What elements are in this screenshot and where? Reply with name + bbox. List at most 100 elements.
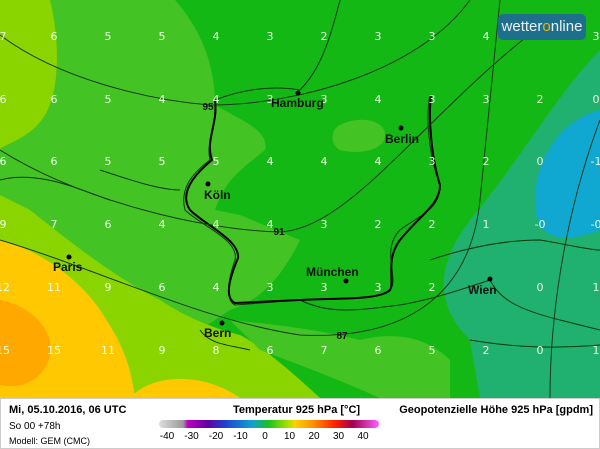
temperature-value: -0 (591, 218, 600, 231)
temperature-value: 4 (213, 93, 220, 106)
temperature-value: 4 (213, 218, 220, 231)
temperature-value: 6 (267, 344, 274, 357)
isoline-label-91: 91 (273, 227, 285, 238)
temperature-value: 3 (267, 93, 274, 106)
city-label-muenchen: München (306, 265, 359, 279)
temp-area-orange (0, 300, 51, 387)
temperature-value: 2 (537, 93, 544, 106)
temperature-value: 6 (159, 281, 166, 294)
temperature-value: 5 (105, 30, 112, 43)
temperature-value: 4 (267, 155, 274, 168)
temperature-value: -1 (591, 155, 600, 168)
temperature-value: 3 (267, 30, 274, 43)
temperature-value: 5 (213, 155, 220, 168)
temperature-value: 5 (105, 155, 112, 168)
temperature-value: 9 (105, 281, 112, 294)
city-dot-hamburg (295, 90, 301, 96)
temperature-value: 2 (429, 281, 436, 294)
temperature-value: 4 (483, 30, 490, 43)
temperature-value: 6 (51, 93, 58, 106)
weather-map: 7 6 5 5 4 3 2 3 3 4 3 6 6 5 4 4 3 3 4 3 3 2 0 6 6 5 5 5 4 4 4 3 2 0 -1 9 7 6 4… (0, 0, 600, 398)
temperature-value: 7 (0, 30, 7, 43)
city-label-hamburg: Hamburg (271, 96, 324, 110)
temperature-value: 7 (51, 218, 58, 231)
temperature-value: 15 (47, 344, 61, 357)
temperature-value: 5 (429, 344, 436, 357)
temperature-value: 5 (159, 155, 166, 168)
scale-tick-label: 40 (357, 431, 369, 442)
temperature-value: 3 (375, 281, 382, 294)
temp-area-light-spot (332, 119, 385, 152)
temperature-value: 3 (321, 281, 328, 294)
temperature-value: 3 (429, 155, 436, 168)
city-dot-koeln (205, 181, 211, 187)
temperature-value: 4 (213, 30, 220, 43)
temperature-value: 12 (0, 281, 10, 294)
scale-tick-label: 20 (308, 431, 320, 442)
temp-area-blue (535, 110, 600, 238)
temperature-value: 2 (483, 344, 490, 357)
temperature-value: 8 (213, 344, 220, 357)
scale-tick-label: -10 (233, 431, 248, 442)
temperature-value: 0 (537, 281, 544, 294)
temperature-value: 0 (593, 93, 600, 106)
temperature-value: 0 (537, 155, 544, 168)
temperature-value: 4 (267, 218, 274, 231)
color-scale-bar (159, 420, 379, 428)
scale-tick-label: -40 (159, 431, 175, 442)
scale-tick-label: -20 (208, 431, 224, 442)
isolines (0, 0, 600, 398)
scale-tick-label: -30 (184, 431, 199, 442)
city-label-wien: Wien (468, 283, 497, 297)
temperature-value: 5 (105, 93, 112, 106)
temp-area-yellow (0, 240, 240, 398)
temperature-value: 4 (375, 155, 382, 168)
temperature-value: 15 (0, 344, 10, 357)
temperature-value: 4 (321, 155, 328, 168)
temperature-value: 6 (51, 30, 58, 43)
temperature-value: 6 (51, 155, 58, 168)
temperature-value: 2 (375, 218, 382, 231)
temperature-value: 1 (483, 218, 490, 231)
city-dot-berlin (398, 125, 404, 131)
temperature-value: 3 (321, 218, 328, 231)
isoline-label-87: 87 (336, 331, 348, 342)
temperature-value: -0 (535, 218, 546, 231)
temperature-value: 1 (593, 344, 600, 357)
temperature-value: 9 (0, 218, 7, 231)
temperature-value: 4 (213, 281, 220, 294)
temperature-value: 3 (483, 93, 490, 106)
wetteronline-logo[interactable]: wetteronline (498, 14, 586, 40)
temperature-value: 9 (159, 344, 166, 357)
temperature-value: 3 (267, 281, 274, 294)
temperature-value: 11 (47, 281, 61, 294)
city-label-paris: Paris (53, 260, 83, 274)
temperature-value: 4 (159, 93, 166, 106)
temperature-value: 2 (321, 30, 328, 43)
scale-tick-label: 10 (283, 431, 296, 442)
grid-values: 7 6 5 5 4 3 2 3 3 4 3 6 6 5 4 4 3 3 4 3 3 2 0 6 6 5 5 5 4 4 4 3 2 0 -1 9 7 6 4… (0, 30, 600, 357)
temperature-value: 5 (159, 30, 166, 43)
logo-text-o: o (542, 18, 551, 35)
city-dot-muenchen (343, 278, 349, 284)
temperature-legend-title: Temperatur 925 hPa [°C] (233, 404, 361, 416)
temperature-value: 11 (101, 344, 115, 357)
isoline-label-95: 95 (202, 102, 214, 113)
temperature-value: 3 (429, 93, 436, 106)
city-label-koeln: Köln (204, 188, 231, 202)
temperature-value: 2 (429, 218, 436, 231)
model-run: So 00 +78h (9, 421, 61, 432)
city-dot-paris (66, 254, 72, 260)
temperature-value: 6 (105, 218, 112, 231)
temperature-value: 3 (375, 30, 382, 43)
city-dot-bern (219, 320, 225, 326)
geopotential-legend-title: Geopotenzielle Höhe 925 hPa [gpdm] (399, 404, 593, 416)
city-markers: Hamburg Berlin Köln Paris München Bern W… (53, 90, 497, 340)
temperature-value: 3 (429, 30, 436, 43)
temperature-value: 3 (321, 93, 328, 106)
temperature-value: 1 (593, 281, 600, 294)
temperature-value: 2 (483, 155, 490, 168)
city-label-berlin: Berlin (385, 132, 419, 146)
temperature-value: 4 (159, 218, 166, 231)
model-name: Modell: GEM (CMC) (9, 436, 91, 446)
